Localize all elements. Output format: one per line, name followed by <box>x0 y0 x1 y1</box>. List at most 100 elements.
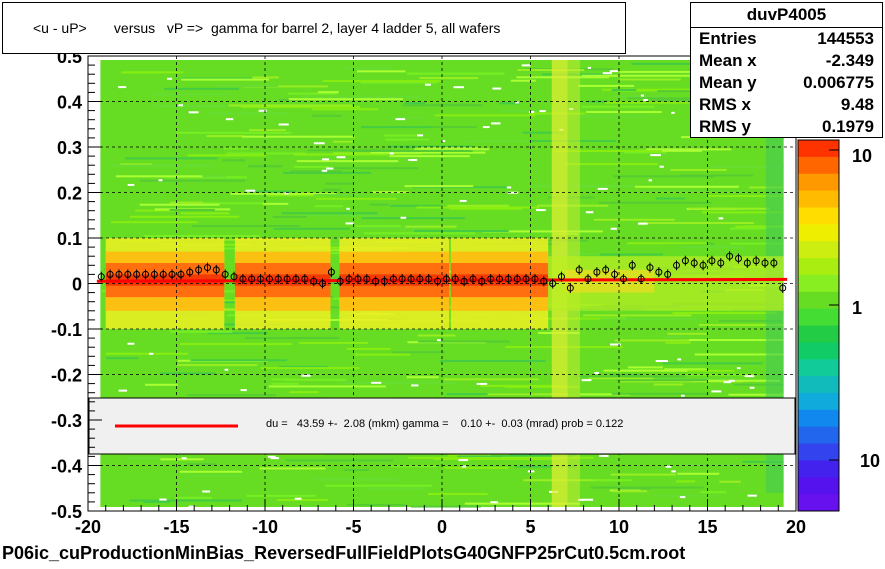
heatmap-cell <box>482 230 603 233</box>
heatmap-gap <box>158 179 163 182</box>
heatmap-cell <box>677 472 720 475</box>
heatmap-cell <box>656 197 686 200</box>
profile-point <box>690 259 698 267</box>
stats-row-mean-y: Mean y 0.006775 <box>691 72 882 94</box>
heatmap-cell <box>611 392 709 395</box>
colorbar-segment <box>798 190 839 208</box>
axes: -20 -15 -10 -5 0 5 10 15 20 -0.5 -0.4 -0.3 -0.2 -0.1 0… <box>51 47 806 537</box>
heatmap-cell <box>427 493 488 496</box>
heatmap-gap <box>680 394 685 397</box>
heatmap-cell <box>464 502 580 505</box>
heatmap-cell <box>688 339 784 342</box>
heatmap-cell <box>444 466 509 469</box>
heatmap-cell <box>313 478 398 481</box>
heatmap-cell <box>207 332 268 335</box>
heatmap-gap <box>188 505 195 508</box>
heatmap-cell <box>616 379 707 382</box>
heatmap-gap <box>671 111 675 114</box>
heatmap-cell <box>177 364 258 367</box>
heatmap-cell <box>301 95 424 98</box>
heatmap-cell <box>244 337 340 340</box>
heatmap-cell <box>733 383 784 386</box>
heatmap-gap <box>224 368 229 371</box>
heatmap-cell <box>283 171 371 174</box>
profile-point <box>504 275 512 283</box>
heatmap-cell <box>190 359 288 362</box>
heatmap-cell <box>151 93 229 96</box>
heatmap-cell <box>333 140 354 143</box>
heatmap-cell <box>347 503 406 506</box>
profile-point <box>434 277 442 285</box>
heatmap-cell <box>434 114 536 117</box>
heatmap-cell <box>449 207 523 210</box>
heatmap-cell <box>414 230 509 233</box>
heatmap-cell <box>369 203 389 206</box>
heatmap-cell <box>528 185 634 188</box>
profile-point <box>301 275 309 283</box>
colorbar-tick-label: 10 <box>852 146 872 166</box>
profile-point <box>310 277 318 285</box>
y-tick-label: 0 <box>72 275 82 295</box>
heatmap-gap <box>659 165 664 168</box>
heatmap-gap <box>643 99 648 102</box>
colorbar-segment <box>798 156 839 175</box>
colorbar-segment <box>798 460 839 478</box>
heatmap-gap <box>718 217 724 220</box>
heatmap-cell <box>121 71 184 74</box>
heatmap-cell <box>639 221 754 224</box>
heatmap-cell <box>613 95 669 98</box>
heatmap-cell <box>719 480 741 483</box>
heatmap-gap <box>441 140 446 143</box>
profile-point <box>425 275 433 283</box>
heatmap-cell <box>268 385 386 388</box>
profile-point <box>124 270 132 278</box>
heatmap-cell <box>106 357 139 360</box>
heatmap-cell <box>175 131 292 134</box>
heatmap-cell <box>417 340 510 343</box>
profile-point <box>743 259 751 267</box>
heatmap-gap <box>453 86 464 89</box>
heatmap-cell <box>242 85 328 88</box>
heatmap-gap <box>400 216 407 219</box>
heatmap-gap <box>270 457 279 460</box>
heatmap-cell <box>314 205 343 208</box>
heatmap-cell <box>260 367 360 370</box>
colorbar-segment <box>798 224 839 242</box>
y-tick-label: -0.3 <box>51 411 82 431</box>
heatmap-cell <box>271 382 299 385</box>
heatmap-cell <box>187 394 276 397</box>
heatmap-cell <box>594 218 675 221</box>
profile-point <box>177 270 185 278</box>
heatmap-cell <box>346 347 391 350</box>
profile-point <box>212 266 220 274</box>
heatmap-cell <box>248 129 286 132</box>
heatmap-cell <box>343 469 369 472</box>
colorbar-tick-label: 10 <box>860 451 880 471</box>
heatmap-cell <box>160 458 204 461</box>
profile-point <box>619 275 627 283</box>
y-tick-label: -0.4 <box>51 457 82 477</box>
heatmap-cell <box>402 104 483 107</box>
heatmap-gap <box>491 122 501 125</box>
heatmap-gap <box>747 494 757 497</box>
heatmap-gap <box>599 454 609 457</box>
heatmap-cell <box>228 104 353 107</box>
heatmap-gap <box>424 83 431 86</box>
heatmap-cell <box>619 70 714 73</box>
heatmap-cell <box>405 225 457 228</box>
heatmap-cell <box>392 351 446 354</box>
heatmap-gap <box>609 70 618 73</box>
profile-point <box>708 257 716 265</box>
heatmap-cell <box>240 106 361 109</box>
x-tick-label: 0 <box>437 517 447 537</box>
x-tick-label: 20 <box>786 517 806 537</box>
heatmap-gap <box>346 207 350 210</box>
y-tick-label: -0.5 <box>51 502 82 522</box>
heatmap-cell <box>579 393 630 396</box>
heatmap-cell <box>650 99 725 102</box>
heatmap-cell <box>410 505 481 508</box>
heatmap-cell <box>588 377 654 380</box>
profile-point <box>115 270 123 278</box>
colorbar-segment <box>798 291 839 310</box>
heatmap-cell <box>350 150 473 153</box>
